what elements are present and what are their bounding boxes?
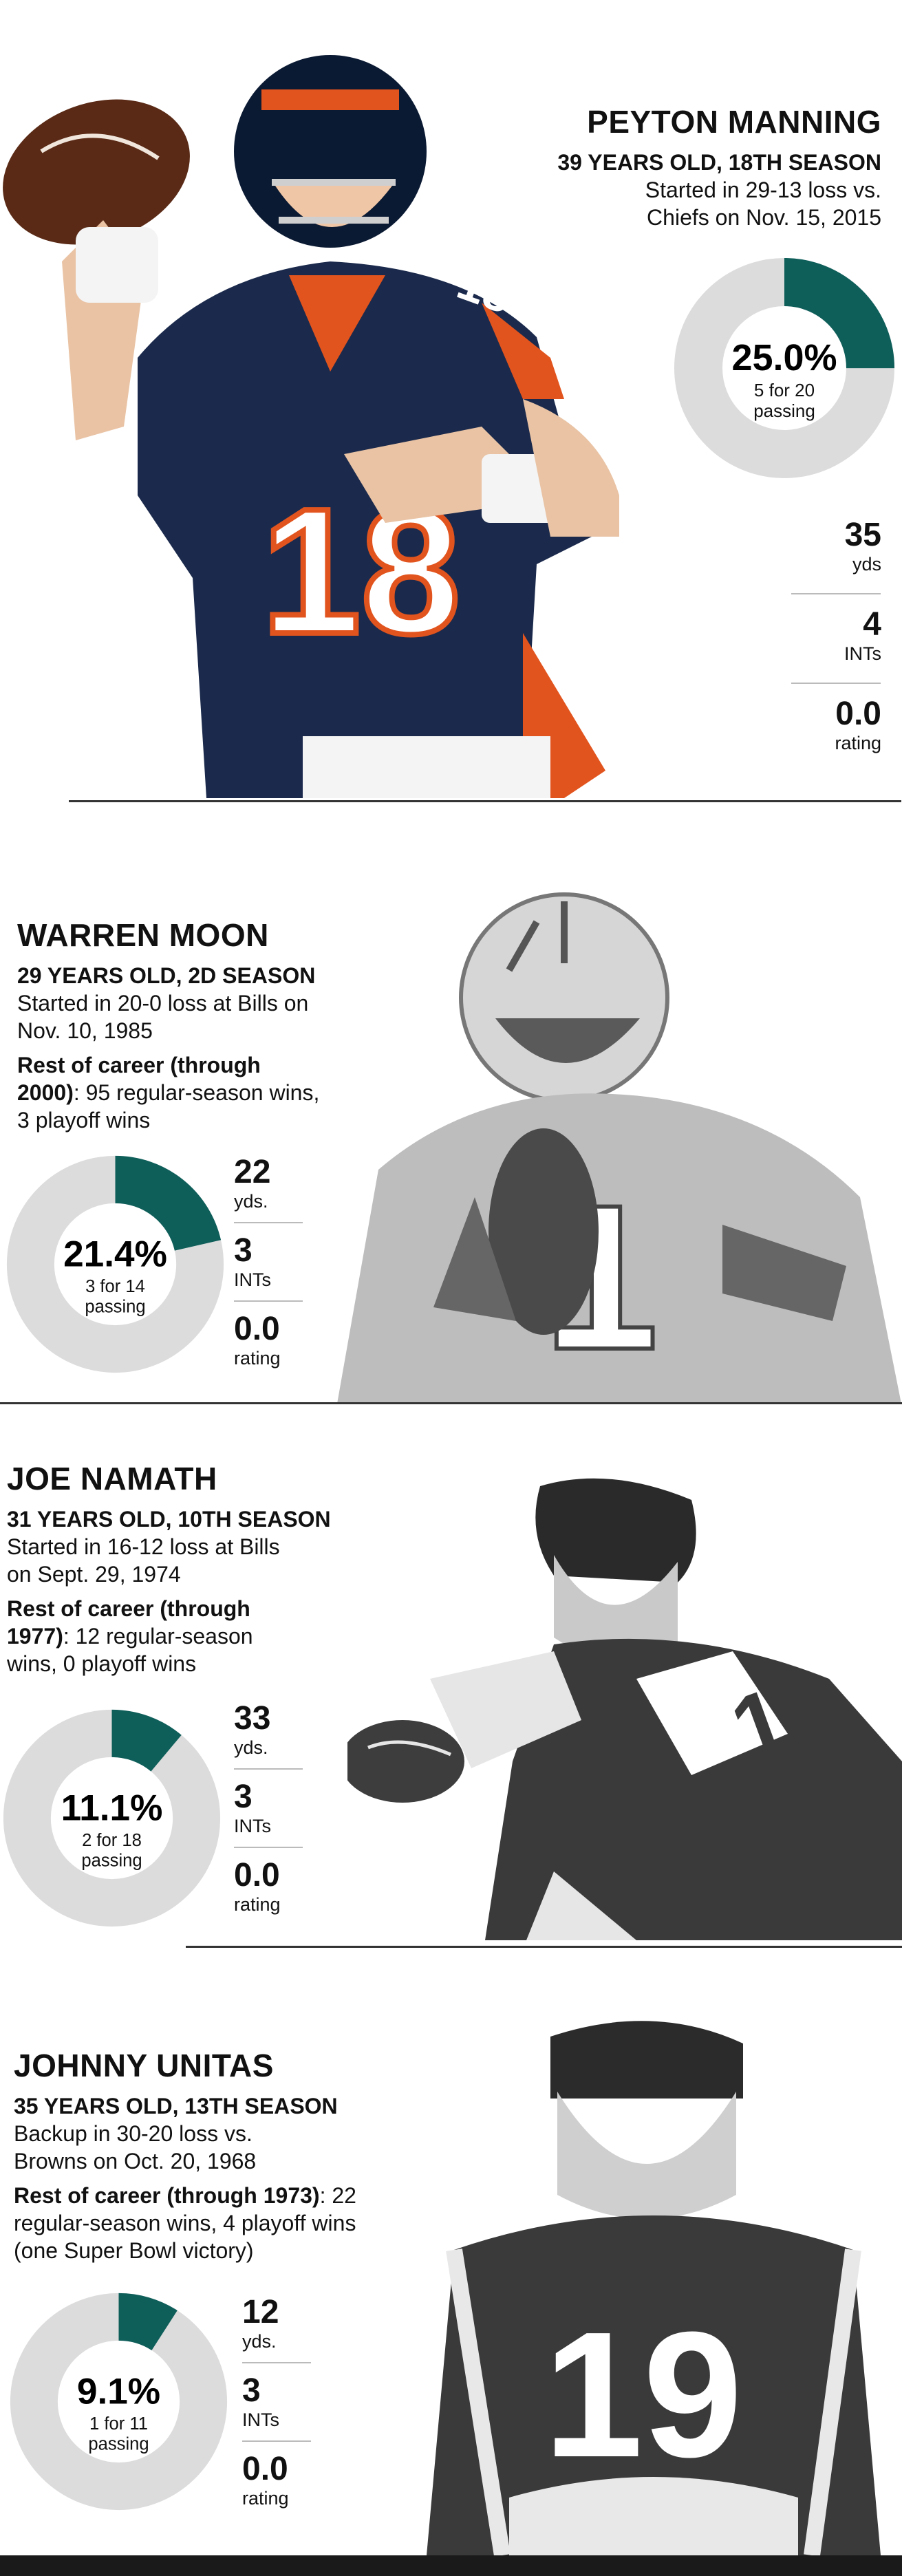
stat-label: rating: [242, 2488, 289, 2509]
player-subtitle: 31 YEARS OLD, 10TH SEASON: [7, 1507, 331, 1532]
stat-label: rating: [835, 733, 881, 753]
career-text: : 22 regular-season wins, 4 playoff wins…: [14, 2183, 356, 2263]
quarterback-throwing-photo: 18 18: [3, 55, 619, 798]
completion-arc: [6, 1155, 224, 1373]
stat-yds: 35 yds: [785, 517, 881, 575]
career-note: Rest of career (through 2000): 95 regula…: [17, 1051, 320, 1134]
completion-donut: 11.1% 2 for 18 passing: [3, 1709, 221, 1927]
quarterback-passing-photo: 12: [347, 1472, 902, 1940]
player-section-moon: 1 WARREN MOON 29 YEARS OLD, 2D SEASON St…: [0, 812, 902, 1404]
stat-value: 0.0: [835, 696, 881, 732]
quarterback-holding-ball-photo: 1: [337, 881, 901, 1404]
player-name: PEYTON MANNING: [587, 104, 881, 140]
stat-label: yds.: [234, 1737, 268, 1758]
stat-rating: 0.0 rating: [242, 2451, 325, 2509]
stat-label: yds: [852, 554, 881, 575]
stat-yds: 12 yds.: [242, 2295, 325, 2352]
stat-value: 0.0: [242, 2451, 288, 2487]
footer-bar: [0, 2555, 902, 2576]
stat-label: rating: [234, 1348, 281, 1368]
stat-value: 0.0: [234, 1311, 280, 1347]
stat-ints: 3 INTs: [234, 1233, 316, 1291]
stat-rating: 0.0 rating: [234, 1311, 316, 1369]
quarterback-portrait-photo: 19: [427, 2016, 881, 2555]
stat-divider: [234, 1847, 303, 1848]
career-label: Rest of career (through 1977): [7, 1596, 250, 1649]
career-label: Rest of career (through 2000): [17, 1053, 261, 1105]
stat-value: 35: [844, 517, 881, 553]
completion-donut: 9.1% 1 for 11 passing: [10, 2293, 228, 2511]
player-section-unitas: 19 JOHNNY UNITAS 35 YEARS OLD, 13TH SEAS…: [0, 1947, 902, 2555]
career-text: : 12 regular-season wins, 0 playoff wins: [7, 1624, 253, 1676]
player-section-namath: 12 JOE NAMATH 31 YEARS OLD, 10TH SEASON …: [0, 1404, 902, 1947]
career-note: Rest of career (through 1973): 22 regula…: [14, 2182, 372, 2264]
stat-rating: 0.0 rating: [785, 696, 881, 754]
section-divider: [0, 1402, 902, 1404]
svg-text:1: 1: [544, 1161, 658, 1393]
career-label: Rest of career (through 1973): [14, 2183, 320, 2208]
stat-value: 3: [234, 1232, 253, 1269]
stat-value: 12: [242, 2294, 279, 2330]
stat-divider: [234, 1222, 303, 1223]
game-note: Started in 16-12 loss at Bills on Sept. …: [7, 1534, 280, 1587]
completion-donut: 25.0% 5 for 20 passing: [674, 258, 894, 478]
stat-ints: 4 INTs: [785, 607, 881, 665]
stat-value: 3: [242, 2372, 261, 2409]
stat-divider: [234, 1768, 303, 1770]
stat-yds: 22 yds.: [234, 1155, 316, 1212]
career-note: Rest of career (through 1977): 12 regula…: [7, 1595, 282, 1677]
section-divider: [186, 1946, 902, 1948]
stat-divider: [234, 1300, 303, 1302]
passing-label: 1 for 11 passing: [88, 2413, 149, 2454]
player-name: JOE NAMATH: [7, 1461, 217, 1496]
completion-arc: [10, 2293, 228, 2511]
stat-label: rating: [234, 1894, 281, 1915]
game-note: Started in 29-13 loss vs. Chiefs on Nov.…: [645, 178, 881, 230]
stat-yds: 33 yds.: [234, 1701, 316, 1759]
player-subtitle: 39 YEARS OLD, 18TH SEASON: [557, 150, 881, 175]
stat-ints: 3 INTs: [234, 1779, 316, 1837]
player-subtitle: 35 YEARS OLD, 13TH SEASON: [14, 2094, 338, 2118]
player-name: WARREN MOON: [17, 917, 269, 953]
passing-label: 3 for 14 passing: [85, 1276, 146, 1317]
stat-value: 4: [863, 606, 881, 643]
completion-donut: 21.4% 3 for 14 passing: [6, 1155, 224, 1373]
game-note: Backup in 30-20 loss vs. Browns on Oct. …: [14, 2121, 257, 2174]
player-name: JOHNNY UNITAS: [14, 2048, 274, 2083]
completion-pct: 11.1%: [61, 1788, 163, 1828]
stat-value: 3: [234, 1779, 253, 1815]
completion-arc: [674, 258, 894, 478]
player-subtitle: 29 YEARS OLD, 2D SEASON: [17, 963, 316, 988]
stat-divider: [791, 593, 881, 594]
stat-label: yds.: [242, 2331, 277, 2352]
completion-pct: 25.0%: [731, 337, 837, 378]
stat-ints: 3 INTs: [242, 2373, 325, 2431]
passing-label: 2 for 18 passing: [81, 1829, 142, 1871]
stat-divider: [791, 683, 881, 684]
stat-value: 0.0: [234, 1857, 280, 1893]
completion-pct: 21.4%: [63, 1234, 167, 1274]
section-divider: [69, 800, 901, 802]
stat-value: 22: [234, 1154, 271, 1190]
stat-value: 33: [234, 1700, 271, 1737]
player-section-manning: 18 18 PEYTON MANNING 39 YEARS OLD, 18TH …: [0, 0, 902, 812]
completion-arc: [3, 1709, 221, 1927]
passing-label: 5 for 20 passing: [753, 380, 815, 421]
stat-label: INTs: [234, 1269, 271, 1290]
stat-label: INTs: [844, 643, 881, 664]
stat-rating: 0.0 rating: [234, 1858, 316, 1915]
game-note: Started in 20-0 loss at Bills on Nov. 10…: [17, 991, 309, 1043]
completion-pct: 9.1%: [77, 2371, 160, 2412]
stat-divider: [242, 2440, 311, 2442]
stat-label: yds.: [234, 1191, 268, 1212]
stat-label: INTs: [234, 1816, 271, 1836]
stat-divider: [242, 2362, 311, 2363]
stat-label: INTs: [242, 2409, 279, 2430]
career-text: : 95 regular-season wins, 3 playoff wins: [17, 1080, 320, 1133]
svg-text:19: 19: [544, 2295, 742, 2495]
